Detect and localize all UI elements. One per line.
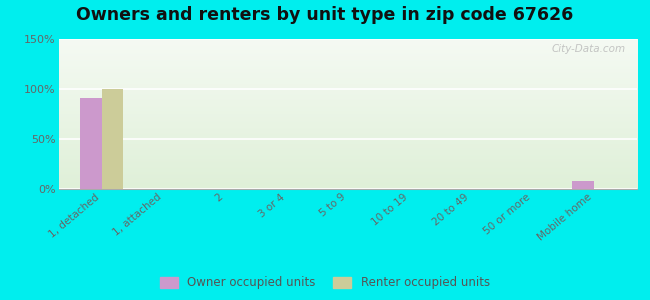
Bar — [573, 181, 594, 189]
Text: Owners and renters by unit type in zip code 67626: Owners and renters by unit type in zip c… — [77, 6, 573, 24]
Text: City-Data.com: City-Data.com — [551, 44, 625, 53]
Legend: Owner occupied units, Renter occupied units: Owner occupied units, Renter occupied un… — [155, 272, 495, 294]
Bar — [101, 89, 123, 189]
Bar — [80, 98, 101, 189]
